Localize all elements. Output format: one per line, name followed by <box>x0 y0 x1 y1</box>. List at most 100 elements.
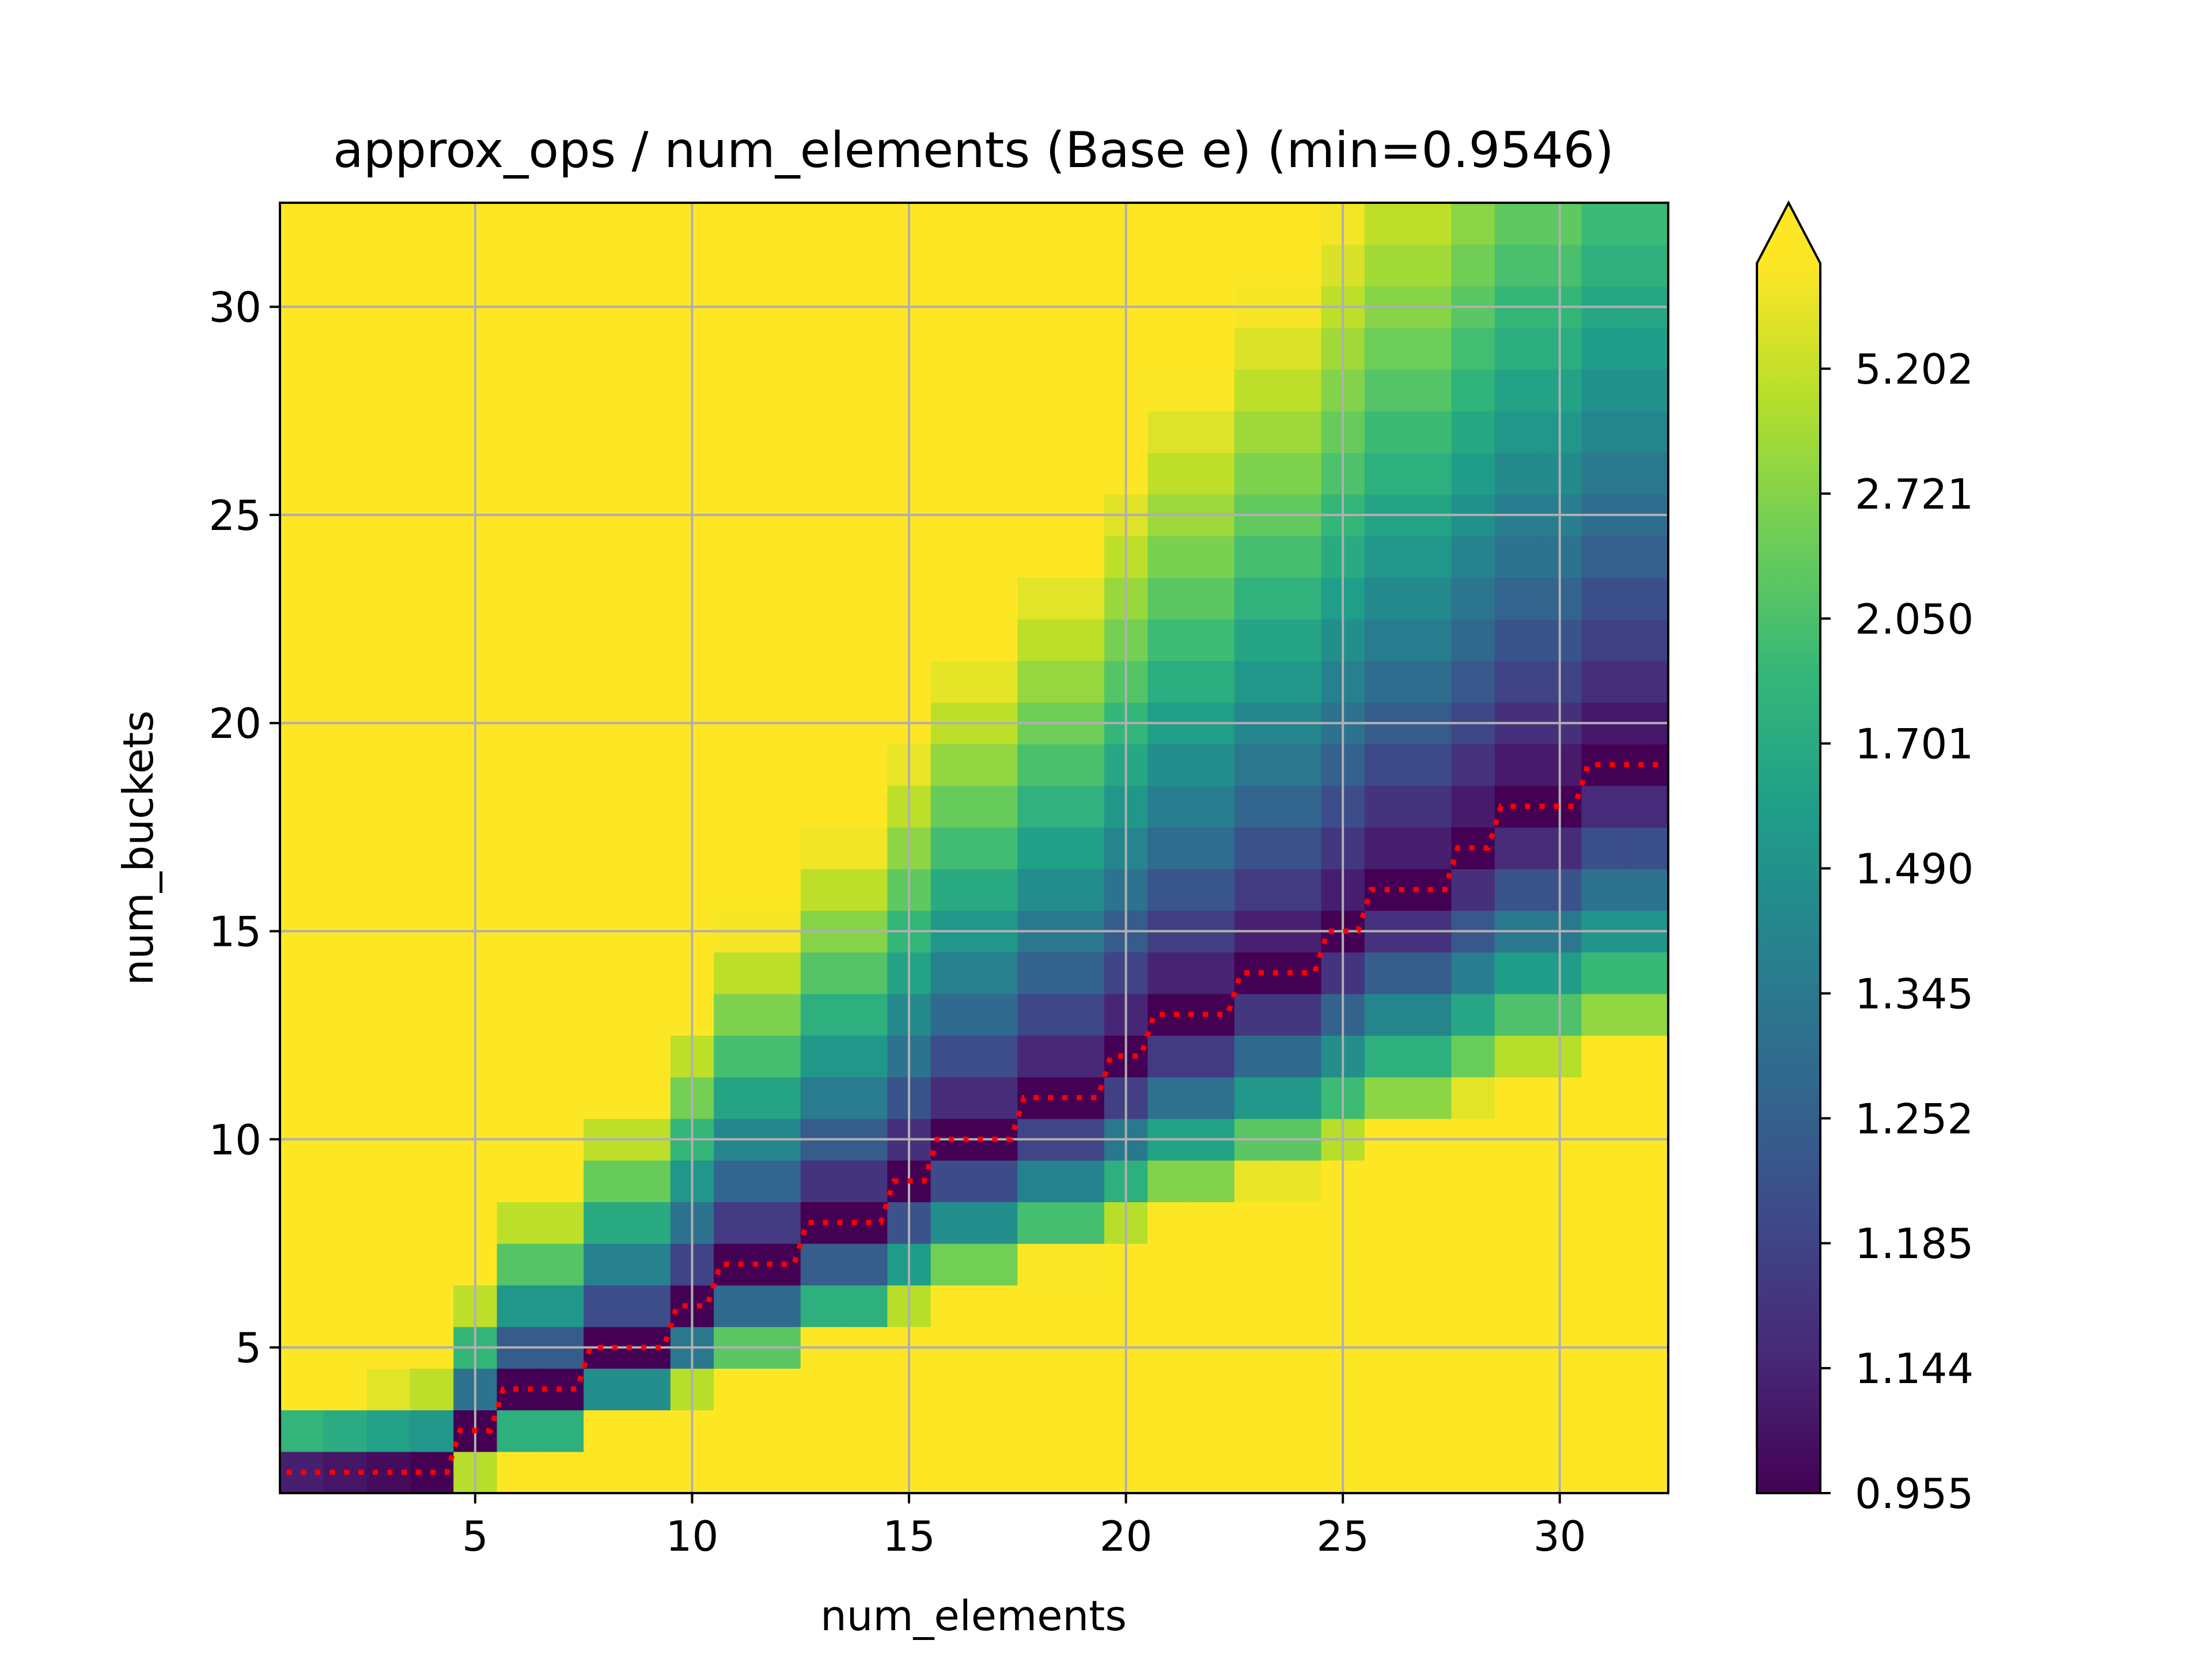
heatmap-cell <box>627 1077 671 1119</box>
heatmap-cell <box>410 1410 454 1452</box>
heatmap-cell <box>1451 369 1495 412</box>
heatmap-cell <box>497 411 541 453</box>
plot-frame <box>279 202 1669 1494</box>
heatmap-cell <box>930 1368 975 1411</box>
x-tick-label: 30 <box>1533 1512 1586 1560</box>
heatmap-cell <box>280 244 324 287</box>
heatmap-cell <box>1624 1243 1669 1286</box>
heatmap-cell <box>1060 452 1105 495</box>
heatmap-cell <box>627 619 671 661</box>
heatmap-cell <box>1147 1160 1192 1202</box>
heatmap-cell <box>1278 577 1322 620</box>
heatmap-cell <box>1624 993 1669 1036</box>
heatmap-cell <box>1494 1368 1539 1411</box>
heatmap-cell <box>366 993 411 1036</box>
heatmap-cell <box>540 203 584 245</box>
heatmap-cell <box>930 411 975 453</box>
heatmap-cell <box>1234 993 1278 1036</box>
heatmap-cell <box>280 619 324 661</box>
heatmap-cell <box>366 619 411 661</box>
heatmap-cell <box>540 536 584 578</box>
heatmap-cell <box>1408 1035 1452 1078</box>
heatmap-cell <box>584 744 628 786</box>
heatmap-cell <box>1364 952 1408 994</box>
heatmap-cell <box>410 244 454 287</box>
heatmap-cell <box>844 577 888 620</box>
heatmap-cell <box>627 1160 671 1202</box>
heatmap-cell <box>1147 411 1192 453</box>
heatmap-cell <box>800 327 844 370</box>
heatmap-cell <box>1234 869 1278 911</box>
heatmap-cell <box>280 203 324 245</box>
heatmap-cell <box>974 1410 1018 1452</box>
heatmap-cell <box>1494 1035 1539 1078</box>
heatmap-cell <box>1364 244 1408 287</box>
heatmap-cell <box>410 744 454 786</box>
heatmap-cell <box>366 1368 411 1411</box>
heatmap-cell <box>714 1243 758 1286</box>
heatmap-cell <box>930 244 975 287</box>
heatmap-cell <box>627 244 671 287</box>
heatmap-cell <box>1234 536 1278 578</box>
heatmap-cell <box>323 1077 368 1119</box>
heatmap-cell <box>280 744 324 786</box>
heatmap-cell <box>1624 1368 1669 1411</box>
heatmap-cell <box>1451 1451 1495 1494</box>
heatmap-cell <box>280 1202 324 1244</box>
heatmap-cell <box>844 452 888 495</box>
heatmap-cell <box>280 1368 324 1411</box>
heatmap-cell <box>1278 952 1322 994</box>
heatmap-cell <box>540 327 584 370</box>
heatmap-cell <box>366 577 411 620</box>
colorbar-tick-label: 1.701 <box>1855 720 1974 768</box>
heatmap-cell <box>1017 1285 1062 1327</box>
heatmap-cell <box>410 411 454 453</box>
heatmap-cell <box>323 1243 368 1286</box>
heatmap-cell <box>1278 369 1322 412</box>
heatmap-cell <box>1451 1202 1495 1244</box>
heatmap-cell <box>584 1035 628 1078</box>
heatmap-cell <box>930 619 975 661</box>
heatmap-cell <box>627 660 671 703</box>
heatmap-cell <box>1624 1035 1669 1078</box>
heatmap-cell <box>1451 660 1495 703</box>
heatmap-cell <box>1624 785 1669 828</box>
heatmap-cells <box>280 203 1669 1494</box>
heatmap-cell <box>1147 1451 1192 1494</box>
heatmap-cell <box>410 785 454 828</box>
heatmap-cell <box>1017 1243 1062 1286</box>
heatmap-cell <box>1278 1451 1322 1494</box>
heatmap-cell <box>1191 369 1235 412</box>
heatmap-cell <box>974 203 1018 245</box>
heatmap-cell <box>800 1285 844 1327</box>
colorbar-tick-label: 2.050 <box>1855 595 1974 643</box>
heatmap-cell <box>1017 1451 1062 1494</box>
heatmap-cell <box>1494 1243 1539 1286</box>
heatmap-cell <box>1581 1035 1626 1078</box>
heatmap-cell <box>323 244 368 287</box>
heatmap-cell <box>1494 993 1539 1036</box>
heatmap-cell <box>323 869 368 911</box>
heatmap-cell <box>1451 1160 1495 1202</box>
heatmap-cell <box>1624 1160 1669 1202</box>
heatmap-cell <box>1364 744 1408 786</box>
heatmap-cell <box>323 827 368 869</box>
heatmap-cell <box>366 952 411 994</box>
heatmap-cell <box>410 1077 454 1119</box>
heatmap-cell <box>280 411 324 453</box>
heatmap-cell <box>1624 952 1669 994</box>
heatmap-cell <box>714 1410 758 1452</box>
heatmap-cell <box>1581 1160 1626 1202</box>
heatmap-cell <box>800 869 844 911</box>
heatmap-cell <box>1147 577 1192 620</box>
heatmap-cell <box>1278 869 1322 911</box>
heatmap-cell <box>1017 452 1062 495</box>
heatmap-cell <box>1581 1243 1626 1286</box>
heatmap-cell <box>323 744 368 786</box>
heatmap-cell <box>1408 1285 1452 1327</box>
heatmap-cell <box>930 1243 975 1286</box>
heatmap-cell <box>1408 577 1452 620</box>
heatmap-cell <box>1364 1160 1408 1202</box>
heatmap-cell <box>1147 1243 1192 1286</box>
heatmap-cell <box>844 203 888 245</box>
